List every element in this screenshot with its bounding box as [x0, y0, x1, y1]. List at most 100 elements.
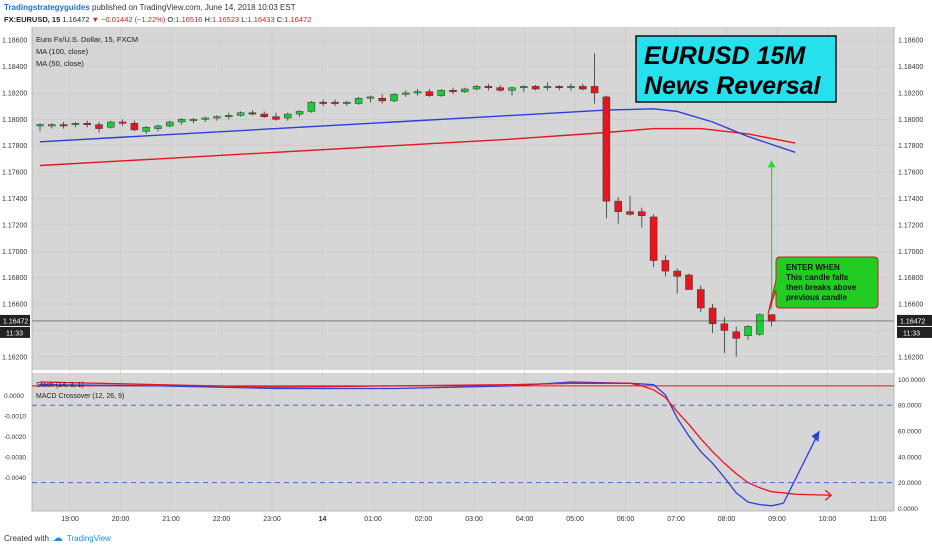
- bull-candle: [461, 88, 469, 92]
- bear-candle: [83, 123, 91, 125]
- open-value: 1.16516: [175, 15, 203, 24]
- high-label: H:: [204, 15, 213, 24]
- price-tick-right: 1.16800: [898, 275, 923, 282]
- author-link[interactable]: Tradingstrategyguides: [4, 3, 90, 12]
- macd-tick: -0.0010: [4, 414, 26, 421]
- title-box: [635, 35, 837, 103]
- time-tag-right: [897, 326, 932, 338]
- bear-candle: [319, 101, 327, 104]
- bear-candle: [95, 124, 103, 129]
- red-right-arrow-shaft: [795, 493, 832, 496]
- bull-candle: [508, 87, 516, 91]
- time-tag-left: [0, 326, 30, 338]
- last-price: 1.16472: [62, 15, 90, 24]
- macd-line: [39, 381, 796, 495]
- last-price-tag-right: [897, 314, 932, 326]
- footer-brand[interactable]: TradingView: [66, 534, 111, 543]
- price-tick-right: 1.16200: [898, 354, 923, 361]
- bull-candle: [343, 101, 351, 104]
- bear-candle: [661, 260, 670, 272]
- bear-candle: [626, 211, 634, 215]
- bull-candle: [567, 86, 575, 88]
- tradingview-logo-icon: ☁: [52, 533, 63, 544]
- price-tick-left: 1.16800: [2, 275, 27, 282]
- macd-legend: MACD Crossover (12, 26, 9): [36, 393, 124, 400]
- red-right-arrow-head: [824, 489, 833, 501]
- close-label: C:: [276, 15, 285, 24]
- bull-candle: [213, 116, 221, 119]
- annotation-line-3: then breaks above: [786, 283, 857, 292]
- bear-candle: [496, 87, 504, 91]
- price-tick-left: 1.16200: [2, 354, 27, 361]
- bear-candle: [590, 86, 599, 94]
- bull-candle: [142, 127, 150, 132]
- bull-candle: [472, 86, 481, 90]
- last-price-tag-text-left: 1.16472: [3, 318, 28, 325]
- bear-candle: [614, 200, 622, 212]
- bull-candle: [520, 86, 528, 88]
- macd-tick: -0.0040: [4, 475, 26, 482]
- stoch-tick: 20.0000: [898, 480, 922, 487]
- footer-created-with: Created with: [4, 534, 49, 543]
- stoch-tick: 80.0000: [898, 403, 922, 410]
- bull-candle: [201, 117, 209, 120]
- price-tick-left: 1.17600: [2, 170, 27, 177]
- bull-candle: [107, 121, 115, 128]
- stoch-tick: 60.0000: [898, 429, 922, 436]
- bull-candle: [744, 326, 752, 336]
- bear-candle: [555, 86, 563, 88]
- price-tick-right: 1.17800: [898, 143, 923, 150]
- bear-candle: [720, 323, 729, 331]
- ma100-line: [39, 127, 796, 167]
- bull-candle: [48, 124, 56, 127]
- price-tick-left: 1.17800: [2, 143, 27, 150]
- time-tick-label: 20:00: [112, 516, 130, 523]
- price-tick-left: 1.18400: [2, 64, 27, 71]
- time-tick-label: 09:00: [768, 516, 786, 523]
- legend-ma50: MA (50, close): [36, 59, 84, 68]
- price-tick-right: 1.17400: [898, 196, 923, 203]
- last-price-tag-left: [0, 314, 30, 326]
- bear-candle: [673, 270, 681, 277]
- low-label: L:: [241, 15, 248, 24]
- annotation-line-2: This candle falls: [786, 273, 849, 282]
- price-tick-left: 1.18600: [2, 38, 27, 45]
- bull-candle: [225, 115, 233, 117]
- bear-candle: [118, 121, 127, 124]
- title-line-2: News Reversal: [644, 72, 822, 100]
- legend-title: Euro Fx/U.S. Dollar, 15, FXCM: [36, 35, 138, 44]
- macd-tick: -0.0020: [4, 434, 26, 441]
- green-up-arrow-head: [767, 160, 776, 168]
- stoch-legend: Stoch (14, 3, 1): [36, 382, 84, 389]
- title-line-1: EURUSD 15M: [644, 42, 806, 70]
- open-label: O:: [167, 15, 176, 24]
- bull-candle: [295, 111, 304, 115]
- bear-candle: [708, 307, 717, 325]
- bear-candle: [59, 124, 68, 127]
- time-tick-label: 03:00: [465, 516, 483, 523]
- time-tick-label: 21:00: [162, 516, 180, 523]
- blue-up-arrow-shaft: [782, 430, 820, 504]
- bull-candle: [154, 125, 162, 129]
- legend-ma100: MA (100, close): [36, 47, 89, 56]
- bear-candle: [425, 91, 434, 96]
- bull-candle: [36, 124, 44, 127]
- price-tick-left: 1.18000: [2, 117, 27, 124]
- footer: Created with ☁ TradingView: [4, 533, 111, 544]
- price-tick-right: 1.17000: [898, 249, 923, 256]
- bull-candle: [284, 113, 292, 119]
- bear-candle: [260, 113, 268, 117]
- publish-info: Tradingstrategyguides published on Tradi…: [4, 3, 296, 12]
- blue-up-arrow-head: [811, 431, 820, 443]
- stoch-tick: 40.0000: [898, 454, 922, 461]
- bull-candle: [307, 101, 316, 112]
- price-tick-right: 1.18400: [898, 64, 923, 71]
- bear-candle: [697, 289, 705, 309]
- price-change: ▼ −0.01442 (−1.22%): [91, 15, 166, 24]
- high-value: 1.16523: [212, 15, 240, 24]
- price-tick-left: 1.17200: [2, 222, 27, 229]
- bull-candle: [413, 91, 422, 94]
- time-tick-label: 11:00: [870, 516, 887, 523]
- bull-candle: [236, 112, 245, 116]
